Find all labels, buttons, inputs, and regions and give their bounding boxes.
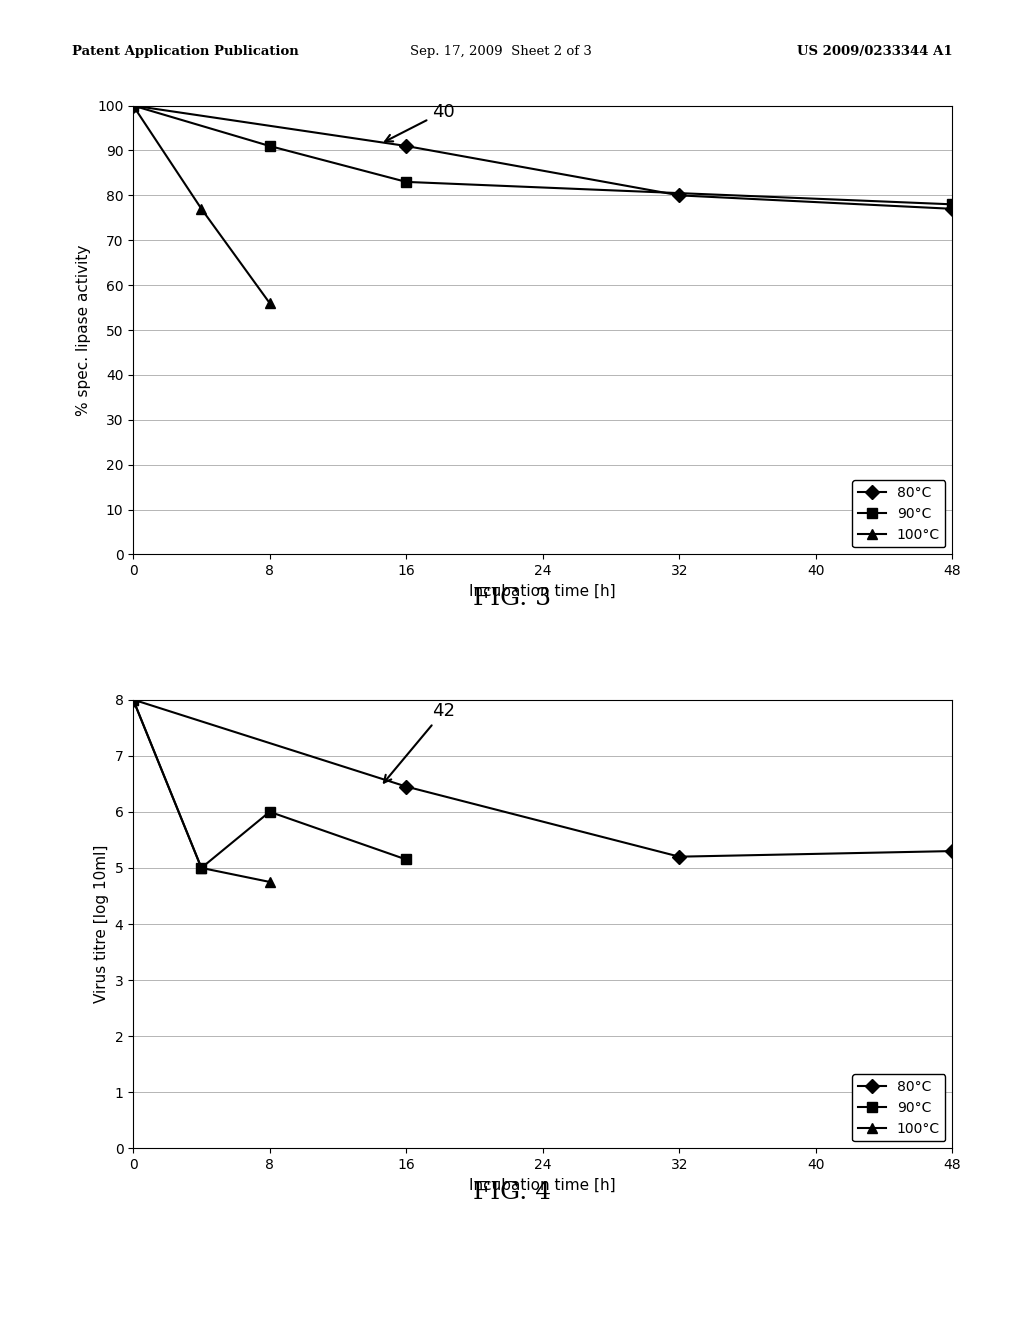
Y-axis label: % spec. lipase activity: % spec. lipase activity [77,244,91,416]
Text: FIG. 3: FIG. 3 [473,587,551,610]
Text: FIG. 4: FIG. 4 [473,1181,551,1204]
X-axis label: Incubation time [h]: Incubation time [h] [469,583,616,599]
Text: Patent Application Publication: Patent Application Publication [72,45,298,58]
Y-axis label: Virus titre [log 10ml]: Virus titre [log 10ml] [94,845,109,1003]
Legend: 80°C, 90°C, 100°C: 80°C, 90°C, 100°C [852,480,945,548]
Text: 40: 40 [385,103,455,141]
Text: Sep. 17, 2009  Sheet 2 of 3: Sep. 17, 2009 Sheet 2 of 3 [410,45,592,58]
X-axis label: Incubation time [h]: Incubation time [h] [469,1177,616,1193]
Text: 42: 42 [384,702,455,783]
Text: US 2009/0233344 A1: US 2009/0233344 A1 [797,45,952,58]
Legend: 80°C, 90°C, 100°C: 80°C, 90°C, 100°C [852,1074,945,1142]
